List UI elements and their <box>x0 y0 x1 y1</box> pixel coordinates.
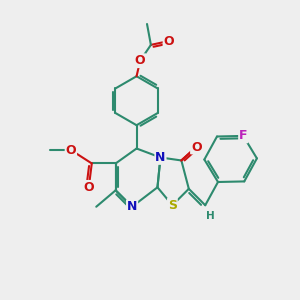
Text: O: O <box>83 181 94 194</box>
Text: O: O <box>66 143 76 157</box>
Text: H: H <box>206 211 215 221</box>
Text: O: O <box>164 34 174 47</box>
Text: F: F <box>239 129 248 142</box>
Text: N: N <box>127 200 137 213</box>
Text: O: O <box>135 54 146 67</box>
Text: O: O <box>191 140 202 154</box>
Text: N: N <box>155 151 166 164</box>
Text: S: S <box>168 199 177 212</box>
